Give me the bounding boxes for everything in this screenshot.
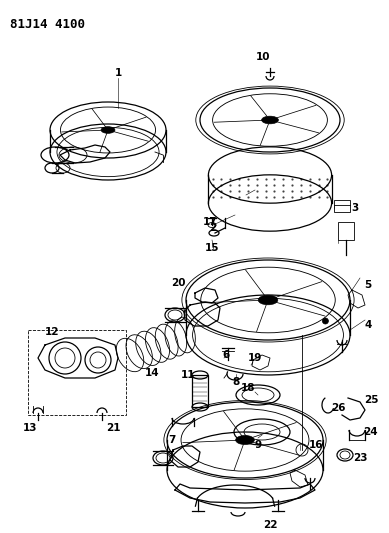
- Text: 17: 17: [203, 217, 217, 227]
- Text: 13: 13: [23, 423, 37, 433]
- Ellipse shape: [101, 127, 115, 133]
- Text: 18: 18: [241, 383, 255, 393]
- Text: 4: 4: [364, 320, 371, 330]
- Bar: [28, 330, 126, 415]
- Ellipse shape: [261, 116, 279, 124]
- Bar: [338, 222, 354, 240]
- Text: 19: 19: [248, 353, 262, 363]
- Text: 20: 20: [171, 278, 185, 288]
- Text: 15: 15: [205, 243, 219, 253]
- Bar: [334, 200, 350, 212]
- Text: 10: 10: [256, 52, 270, 62]
- Text: 22: 22: [263, 520, 277, 530]
- Text: 11: 11: [181, 370, 195, 380]
- Ellipse shape: [258, 295, 278, 305]
- Text: 3: 3: [351, 203, 359, 213]
- Text: 24: 24: [363, 427, 377, 437]
- Bar: [192, 375, 208, 407]
- Text: 2: 2: [209, 223, 217, 233]
- Text: 1: 1: [114, 68, 122, 78]
- Text: 81J14 4100: 81J14 4100: [10, 18, 85, 31]
- Text: 8: 8: [232, 377, 240, 387]
- Text: 5: 5: [364, 280, 371, 290]
- Text: 12: 12: [45, 327, 59, 337]
- Text: 21: 21: [106, 423, 120, 433]
- Text: 6: 6: [223, 350, 230, 360]
- Text: 23: 23: [353, 453, 367, 463]
- Text: 25: 25: [364, 395, 378, 405]
- Text: 9: 9: [254, 440, 261, 450]
- Ellipse shape: [236, 435, 254, 445]
- Ellipse shape: [322, 318, 328, 324]
- Text: 16: 16: [309, 440, 323, 450]
- Text: 7: 7: [168, 435, 176, 445]
- Text: 14: 14: [145, 368, 159, 378]
- Text: 26: 26: [331, 403, 345, 413]
